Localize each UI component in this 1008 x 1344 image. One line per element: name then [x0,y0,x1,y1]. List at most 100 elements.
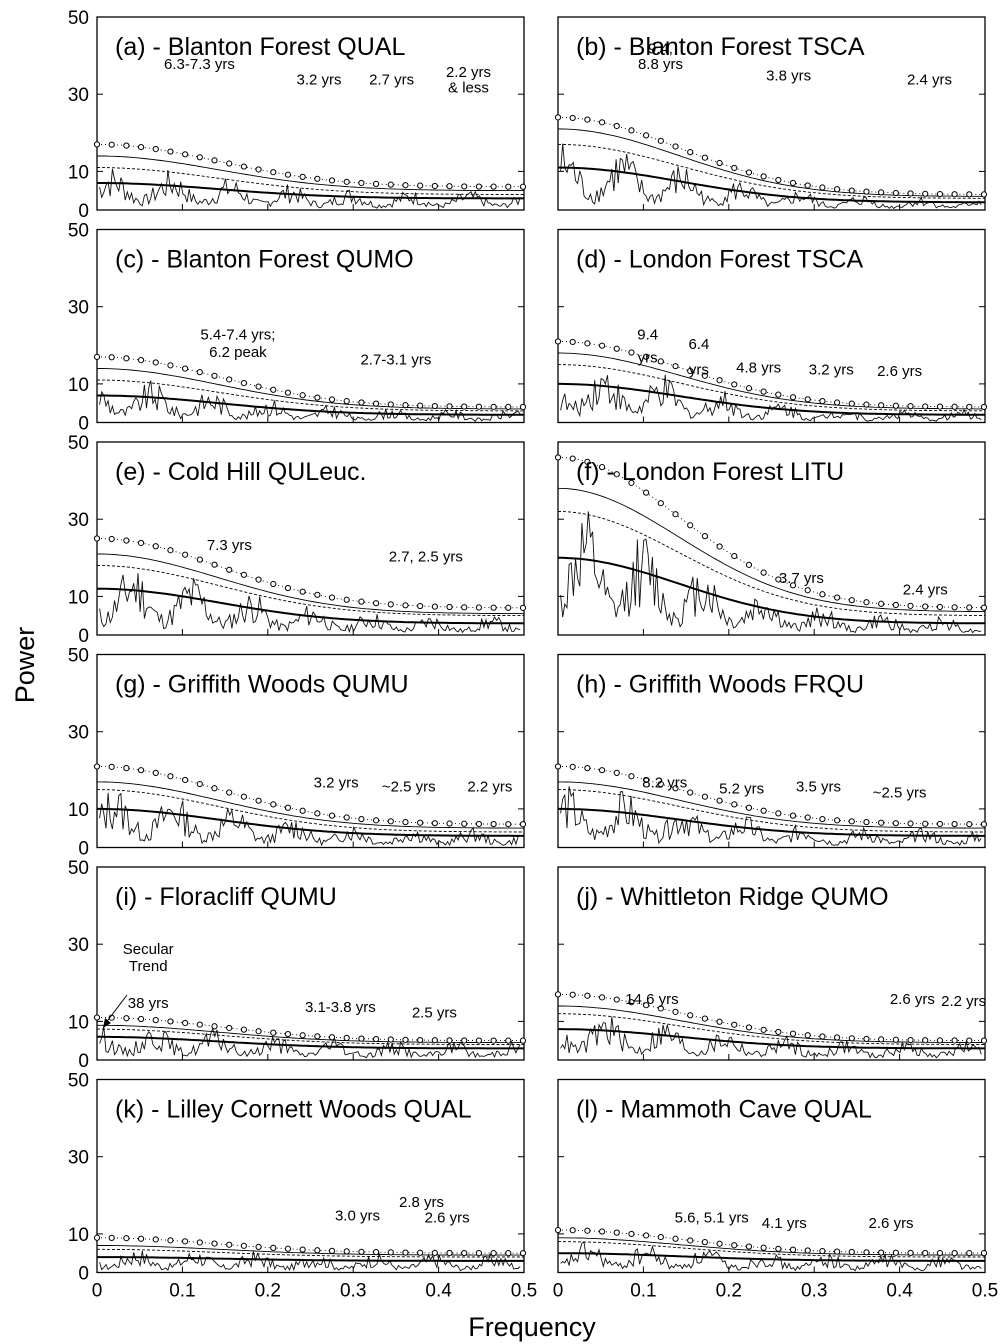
confidence-999-marker [226,376,233,383]
confidence-999-marker [892,601,899,609]
period-annotation: 3.2 yrs [809,361,854,378]
confidence-999-marker [951,191,958,198]
confidence-999-marker [878,819,885,826]
confidence-999-marker [475,604,483,611]
panel-c: 50 30 10 0 (c) - Blanton Forest QUMO 5.4-7.4 … [68,221,527,435]
confidence-999-marker [848,818,855,825]
confidence-999-marker [519,183,527,190]
confidence-999-marker [966,191,973,198]
confidence-999-marker [554,1226,562,1234]
confidence-999-marker [701,154,708,161]
confidence-999-marker [123,765,130,772]
panels-group: 50 30 10 0 (a) - Blanton Forest QUAL6.3-7.3 … [68,8,998,1302]
confidence-999-marker [358,815,365,823]
confidence-999-marker [182,551,189,558]
panel-e: 50 30 10 0 (e) - Cold Hill QULeuc. 7.3 yrs 2.7… [68,433,527,647]
confidence-999-marker [270,169,277,176]
panel-title: (e) - Cold Hill QULeuc. [115,458,366,486]
confidence-999-marker [760,569,767,576]
panel-a: 50 30 10 0 (a) - Blanton Forest QUAL6.3-7.3 … [68,8,527,222]
confidence-999-marker [716,543,723,550]
period-annotation: 5.6, 5.1 yrs [675,1209,749,1226]
confidence-999-marker [372,1249,380,1256]
confidence-999-marker [598,464,606,471]
confidence-999-marker [196,1239,203,1246]
y-tick-label: 10 [68,587,89,608]
confidence-999-marker [554,338,562,345]
spectrum-line [560,143,982,209]
confidence-999-marker [387,401,394,408]
confidence-999-marker [789,1246,797,1253]
panel-frame [96,653,525,849]
confidence-999-marker [519,1037,527,1044]
confidence-999-marker [789,812,797,819]
confidence-999-marker [226,1024,233,1032]
confidence-999-marker [505,403,512,411]
confidence-999-marker [314,175,321,182]
period-annotation: ~2.5 yrs [873,784,927,801]
period-annotation: Secular [123,941,174,958]
confidence-999-marker [270,1244,277,1251]
confidence-999-marker [848,187,855,194]
confidence-999-marker [819,1033,826,1040]
confidence-999-marker [490,183,497,190]
confidence-999-marker [598,342,606,349]
confidence-999-marker [907,820,914,827]
confidence-999-marker [137,1015,145,1023]
confidence-999-marker [966,403,973,410]
confidence-999-marker [152,1017,159,1024]
confidence-999-marker [255,1243,262,1250]
confidence-999-marker [446,1249,453,1257]
confidence-999-marker [833,594,841,601]
confidence-999-marker [299,392,306,399]
confidence-999-marker [863,599,870,606]
confidence-999-curve [96,1017,525,1042]
confidence-999-marker [358,399,365,406]
confidence-999-marker [123,1015,130,1022]
confidence-999-marker [431,1037,438,1044]
y-tick-label: 0 [78,1264,89,1285]
confidence-999-marker [446,403,453,410]
confidence-999-marker [93,763,101,770]
y-tick-label: 10 [68,1225,89,1246]
secular-trend-arrow [104,994,128,1025]
red-noise-curve [97,587,525,625]
confidence-999-marker [878,189,885,196]
confidence-999-marker [819,397,826,405]
confidence-999-marker [569,455,576,462]
confidence-999-marker [760,807,767,814]
period-annotation: 6.4 [688,336,709,353]
confidence-999-marker [461,604,468,611]
confidence-999-marker [108,1234,115,1241]
confidence-999-marker [343,398,350,405]
confidence-999-marker [922,603,929,610]
x-axis-title: Frequency [468,1312,596,1342]
panel-frame [557,1078,986,1274]
confidence-999-marker [716,377,723,384]
confidence-999-marker [731,1242,738,1249]
panel-title: (b) - Blanton Forest TSCA [576,33,865,61]
spectrum-line [99,1250,521,1272]
confidence-999-marker [108,354,115,361]
period-annotation: 9.4 [637,327,658,344]
confidence-999-marker [760,1244,767,1251]
confidence-999-marker [505,1037,512,1044]
y-tick-label: 30 [68,935,89,956]
confidence-999-marker [701,793,708,800]
y-tick-label: 50 [68,1071,89,1092]
confidence-999-marker [892,820,899,827]
confidence-999-marker [402,602,409,609]
confidence-999-marker [226,160,233,167]
confidence-999-marker [672,143,679,150]
confidence-999-marker [789,582,797,589]
confidence-999-marker [745,1243,753,1250]
confidence-999-marker [687,1012,694,1019]
y-tick-label: 0 [78,1051,89,1072]
confidence-999-marker [775,1245,782,1252]
confidence-999-marker [519,403,527,411]
confidence-999-marker [490,820,497,828]
confidence-999-marker [628,349,635,356]
panel-title: (g) - Griffith Woods QUMU [115,671,409,699]
confidence-999-marker [490,403,497,410]
confidence-999-marker [643,353,650,360]
